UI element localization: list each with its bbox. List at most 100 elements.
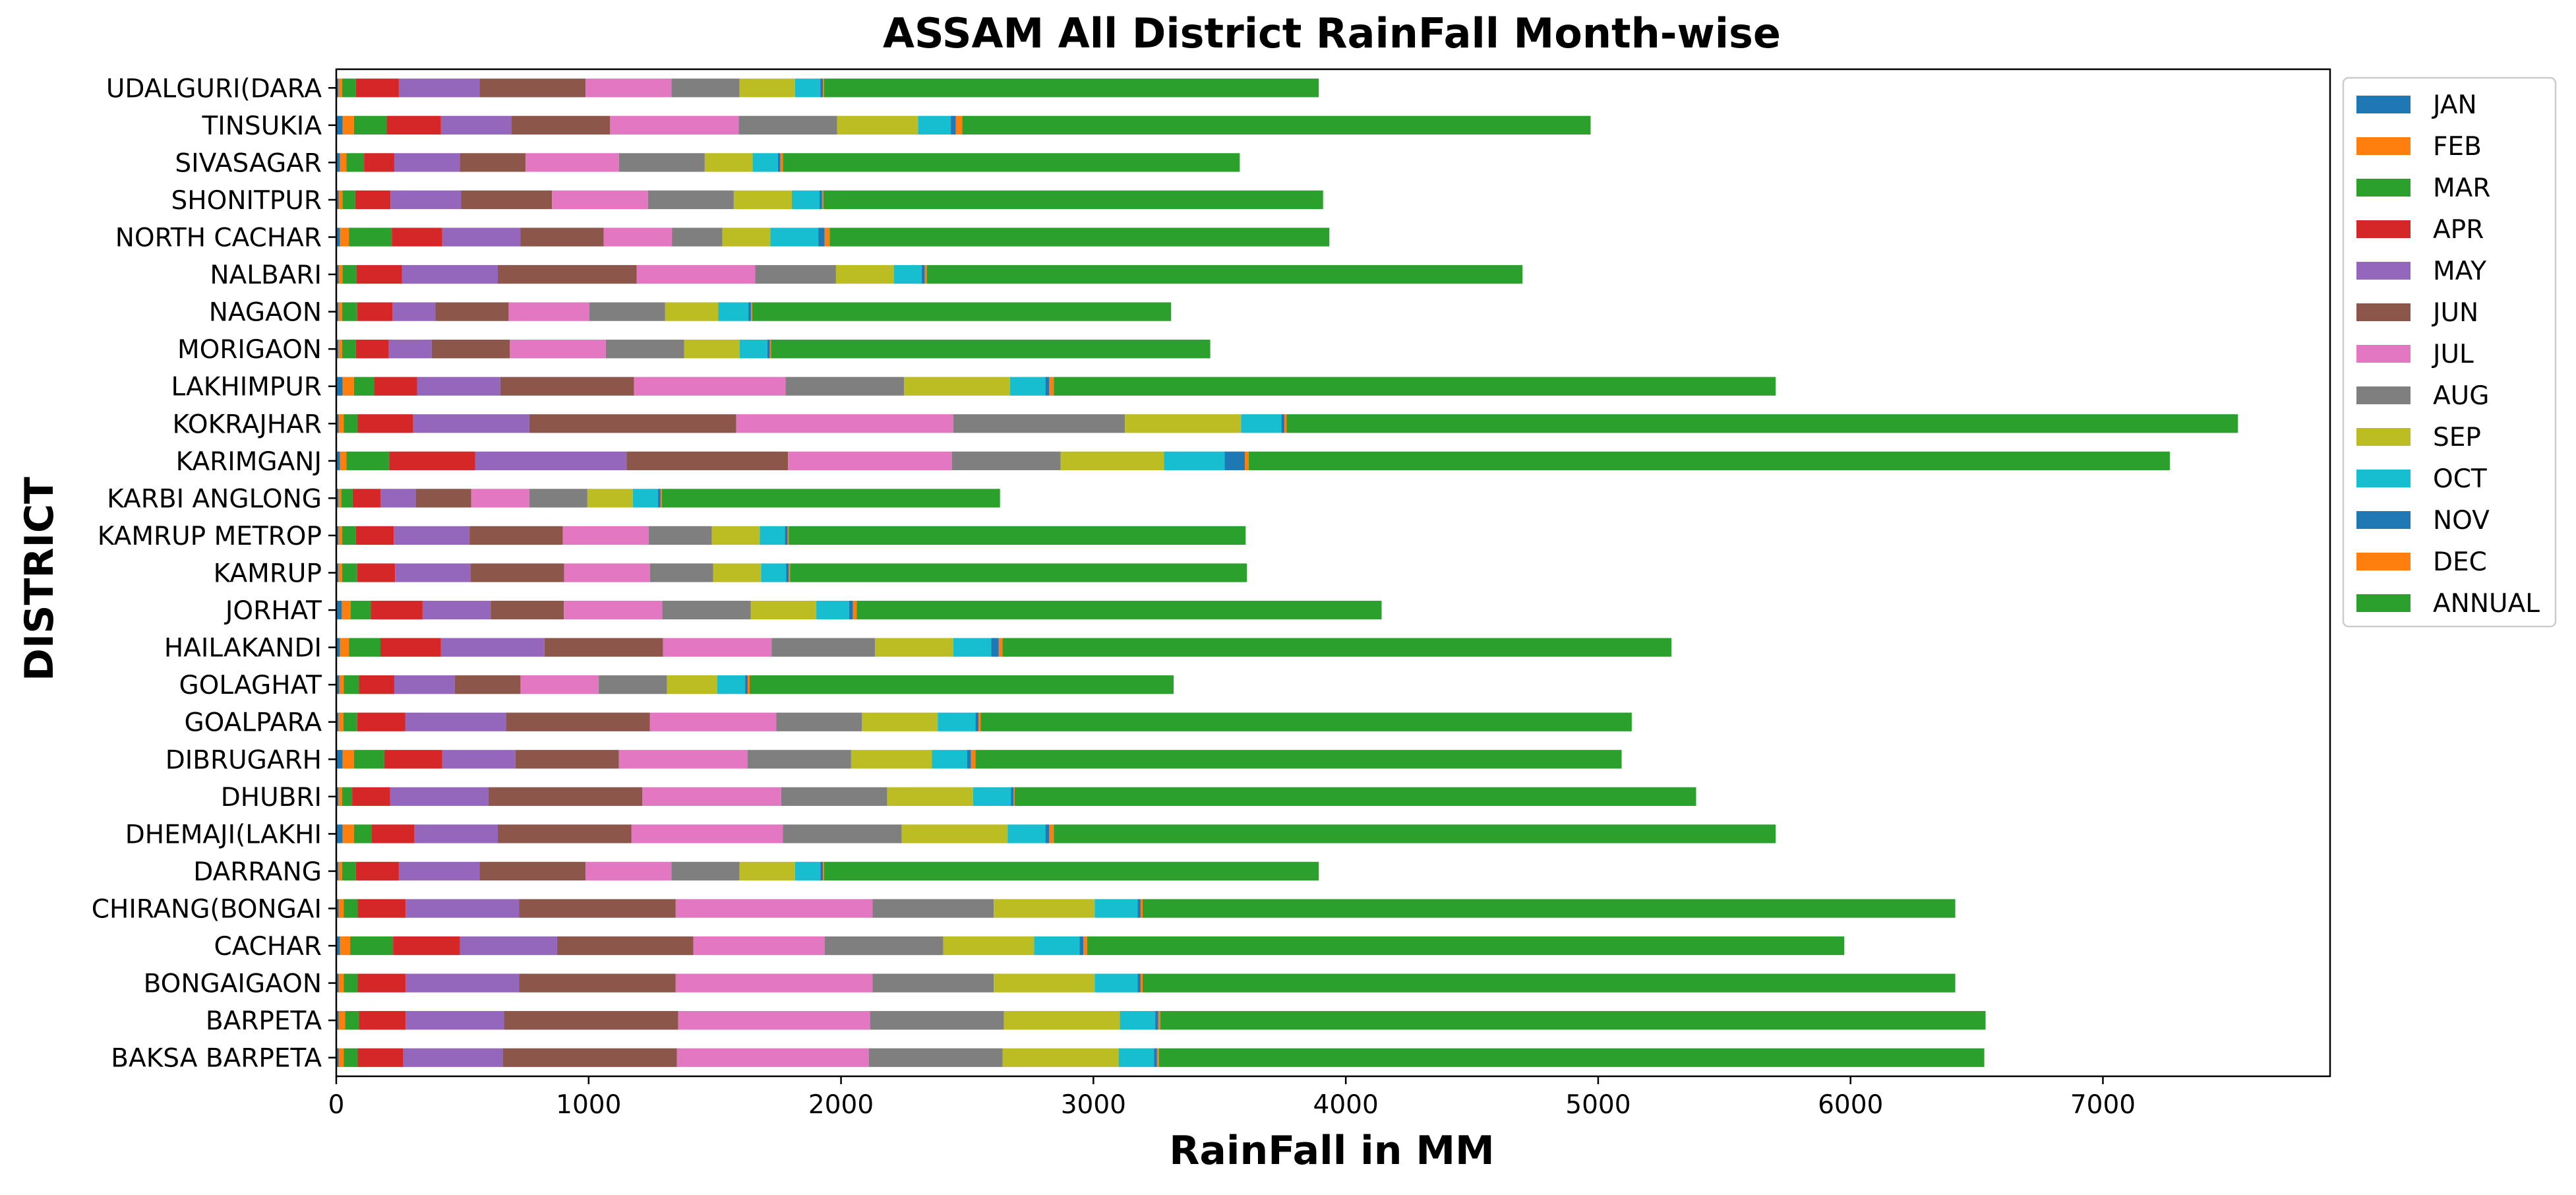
bar-aug-10 bbox=[599, 675, 667, 694]
bar-jan-13 bbox=[336, 563, 339, 582]
bar-annual-15 bbox=[661, 489, 1000, 508]
bar-may-14 bbox=[394, 526, 470, 545]
bar-feb-11 bbox=[340, 638, 349, 657]
y-tick-label: BARPETA bbox=[206, 1006, 322, 1036]
bar-apr-6 bbox=[371, 824, 415, 843]
bar-mar-14 bbox=[342, 526, 356, 545]
bar-may-18 bbox=[417, 377, 500, 396]
bar-dec-22 bbox=[824, 228, 830, 247]
bar-aug-7 bbox=[781, 787, 887, 806]
bar-jul-24 bbox=[525, 153, 619, 172]
bar-jun-22 bbox=[520, 228, 604, 247]
legend-label-sep: SEP bbox=[2433, 423, 2481, 452]
bar-aug-16 bbox=[951, 451, 1061, 470]
bar-mar-24 bbox=[346, 153, 365, 172]
bar-feb-5 bbox=[338, 861, 342, 881]
bar-sep-11 bbox=[875, 638, 953, 657]
x-tick-label: 0 bbox=[328, 1090, 345, 1120]
bar-nov-12 bbox=[849, 600, 853, 620]
bar-mar-22 bbox=[349, 228, 392, 247]
bar-jun-17 bbox=[529, 414, 736, 433]
bar-jul-10 bbox=[520, 675, 599, 694]
bar-jul-6 bbox=[631, 824, 783, 843]
bar-sep-22 bbox=[722, 228, 771, 247]
x-axis-label: RainFall in MM bbox=[1169, 1128, 1495, 1174]
bar-nov-10 bbox=[745, 675, 748, 694]
y-tick-label: DIBRUGARH bbox=[165, 745, 322, 775]
legend-swatch-jan bbox=[2356, 96, 2411, 113]
bar-may-10 bbox=[394, 675, 455, 694]
bar-nov-13 bbox=[786, 563, 789, 582]
bar-mar-5 bbox=[342, 861, 356, 881]
bar-apr-15 bbox=[352, 489, 380, 508]
legend-frame bbox=[2342, 77, 2557, 628]
bar-mar-21 bbox=[342, 264, 357, 284]
bar-sep-23 bbox=[733, 190, 792, 210]
bar-jul-22 bbox=[603, 228, 673, 247]
chart-title: ASSAM All District RainFall Month-wise bbox=[883, 9, 1781, 57]
bar-dec-7 bbox=[1013, 787, 1015, 806]
bar-mar-20 bbox=[342, 302, 357, 321]
bar-jul-8 bbox=[618, 750, 748, 769]
bar-may-25 bbox=[440, 115, 512, 135]
bar-jan-24 bbox=[336, 153, 340, 172]
legend-swatch-jun bbox=[2356, 303, 2411, 321]
bar-jan-12 bbox=[336, 600, 342, 620]
bar-nov-20 bbox=[748, 302, 751, 321]
bar-dec-2 bbox=[1140, 973, 1143, 993]
bar-jun-3 bbox=[556, 936, 694, 956]
legend-swatch-feb bbox=[2356, 137, 2411, 155]
bar-feb-16 bbox=[340, 451, 347, 470]
bar-jul-17 bbox=[736, 414, 953, 433]
y-tick-label: NALBARI bbox=[210, 260, 322, 290]
bar-mar-10 bbox=[344, 675, 359, 694]
bar-jun-0 bbox=[502, 1048, 677, 1067]
y-tick-label: KARBI ANGLONG bbox=[107, 484, 322, 514]
bar-annual-7 bbox=[1014, 787, 1696, 806]
bar-apr-16 bbox=[389, 451, 475, 470]
bar-may-1 bbox=[405, 1011, 504, 1030]
bar-mar-23 bbox=[342, 190, 355, 210]
bar-may-24 bbox=[394, 153, 460, 172]
bar-sep-14 bbox=[711, 526, 760, 545]
bar-jun-10 bbox=[454, 675, 521, 694]
bar-annual-13 bbox=[790, 563, 1247, 582]
bar-apr-11 bbox=[380, 638, 441, 657]
bar-oct-2 bbox=[1094, 973, 1138, 993]
y-tick-label: NORTH CACHAR bbox=[115, 224, 322, 253]
bar-dec-0 bbox=[1156, 1048, 1159, 1067]
bar-jun-6 bbox=[497, 824, 632, 843]
bar-oct-20 bbox=[718, 302, 749, 321]
bar-jan-3 bbox=[336, 936, 340, 956]
bar-nov-6 bbox=[1045, 824, 1050, 843]
x-tick-label: 7000 bbox=[2070, 1090, 2136, 1120]
bar-nov-11 bbox=[991, 638, 999, 657]
bar-sep-25 bbox=[837, 115, 918, 135]
bar-sep-3 bbox=[943, 936, 1034, 956]
bar-sep-2 bbox=[994, 973, 1095, 993]
bar-jul-15 bbox=[471, 489, 529, 508]
bar-apr-24 bbox=[364, 153, 395, 172]
bar-jul-18 bbox=[634, 377, 786, 396]
bar-annual-11 bbox=[1002, 638, 1671, 657]
y-tick-label: CHIRANG(BONGAI bbox=[92, 895, 322, 925]
bar-annual-5 bbox=[824, 861, 1319, 881]
bar-apr-8 bbox=[384, 750, 442, 769]
bar-sep-8 bbox=[851, 750, 932, 769]
y-tick-label: LAKHIMPUR bbox=[171, 373, 322, 402]
bar-aug-11 bbox=[771, 638, 876, 657]
legend-label-dec: DEC bbox=[2433, 547, 2487, 577]
bar-oct-19 bbox=[739, 340, 767, 359]
bars-layer bbox=[336, 78, 2238, 1067]
bar-feb-22 bbox=[340, 228, 349, 247]
bar-oct-26 bbox=[794, 78, 821, 98]
bar-mar-16 bbox=[346, 451, 390, 470]
bar-mar-4 bbox=[344, 899, 358, 918]
bar-jul-21 bbox=[636, 264, 756, 284]
bar-annual-4 bbox=[1142, 899, 1956, 918]
bar-apr-14 bbox=[355, 526, 394, 545]
bar-jan-0 bbox=[336, 1048, 339, 1067]
bar-aug-24 bbox=[618, 153, 705, 172]
bar-feb-3 bbox=[340, 936, 351, 956]
bar-jan-6 bbox=[336, 824, 343, 843]
